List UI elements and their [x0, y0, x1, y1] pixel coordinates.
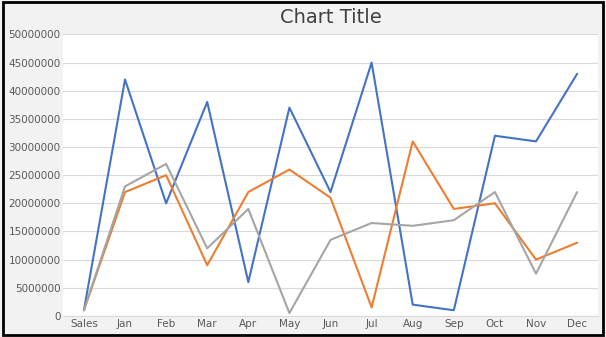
Title: Chart Title: Chart Title — [279, 8, 381, 27]
